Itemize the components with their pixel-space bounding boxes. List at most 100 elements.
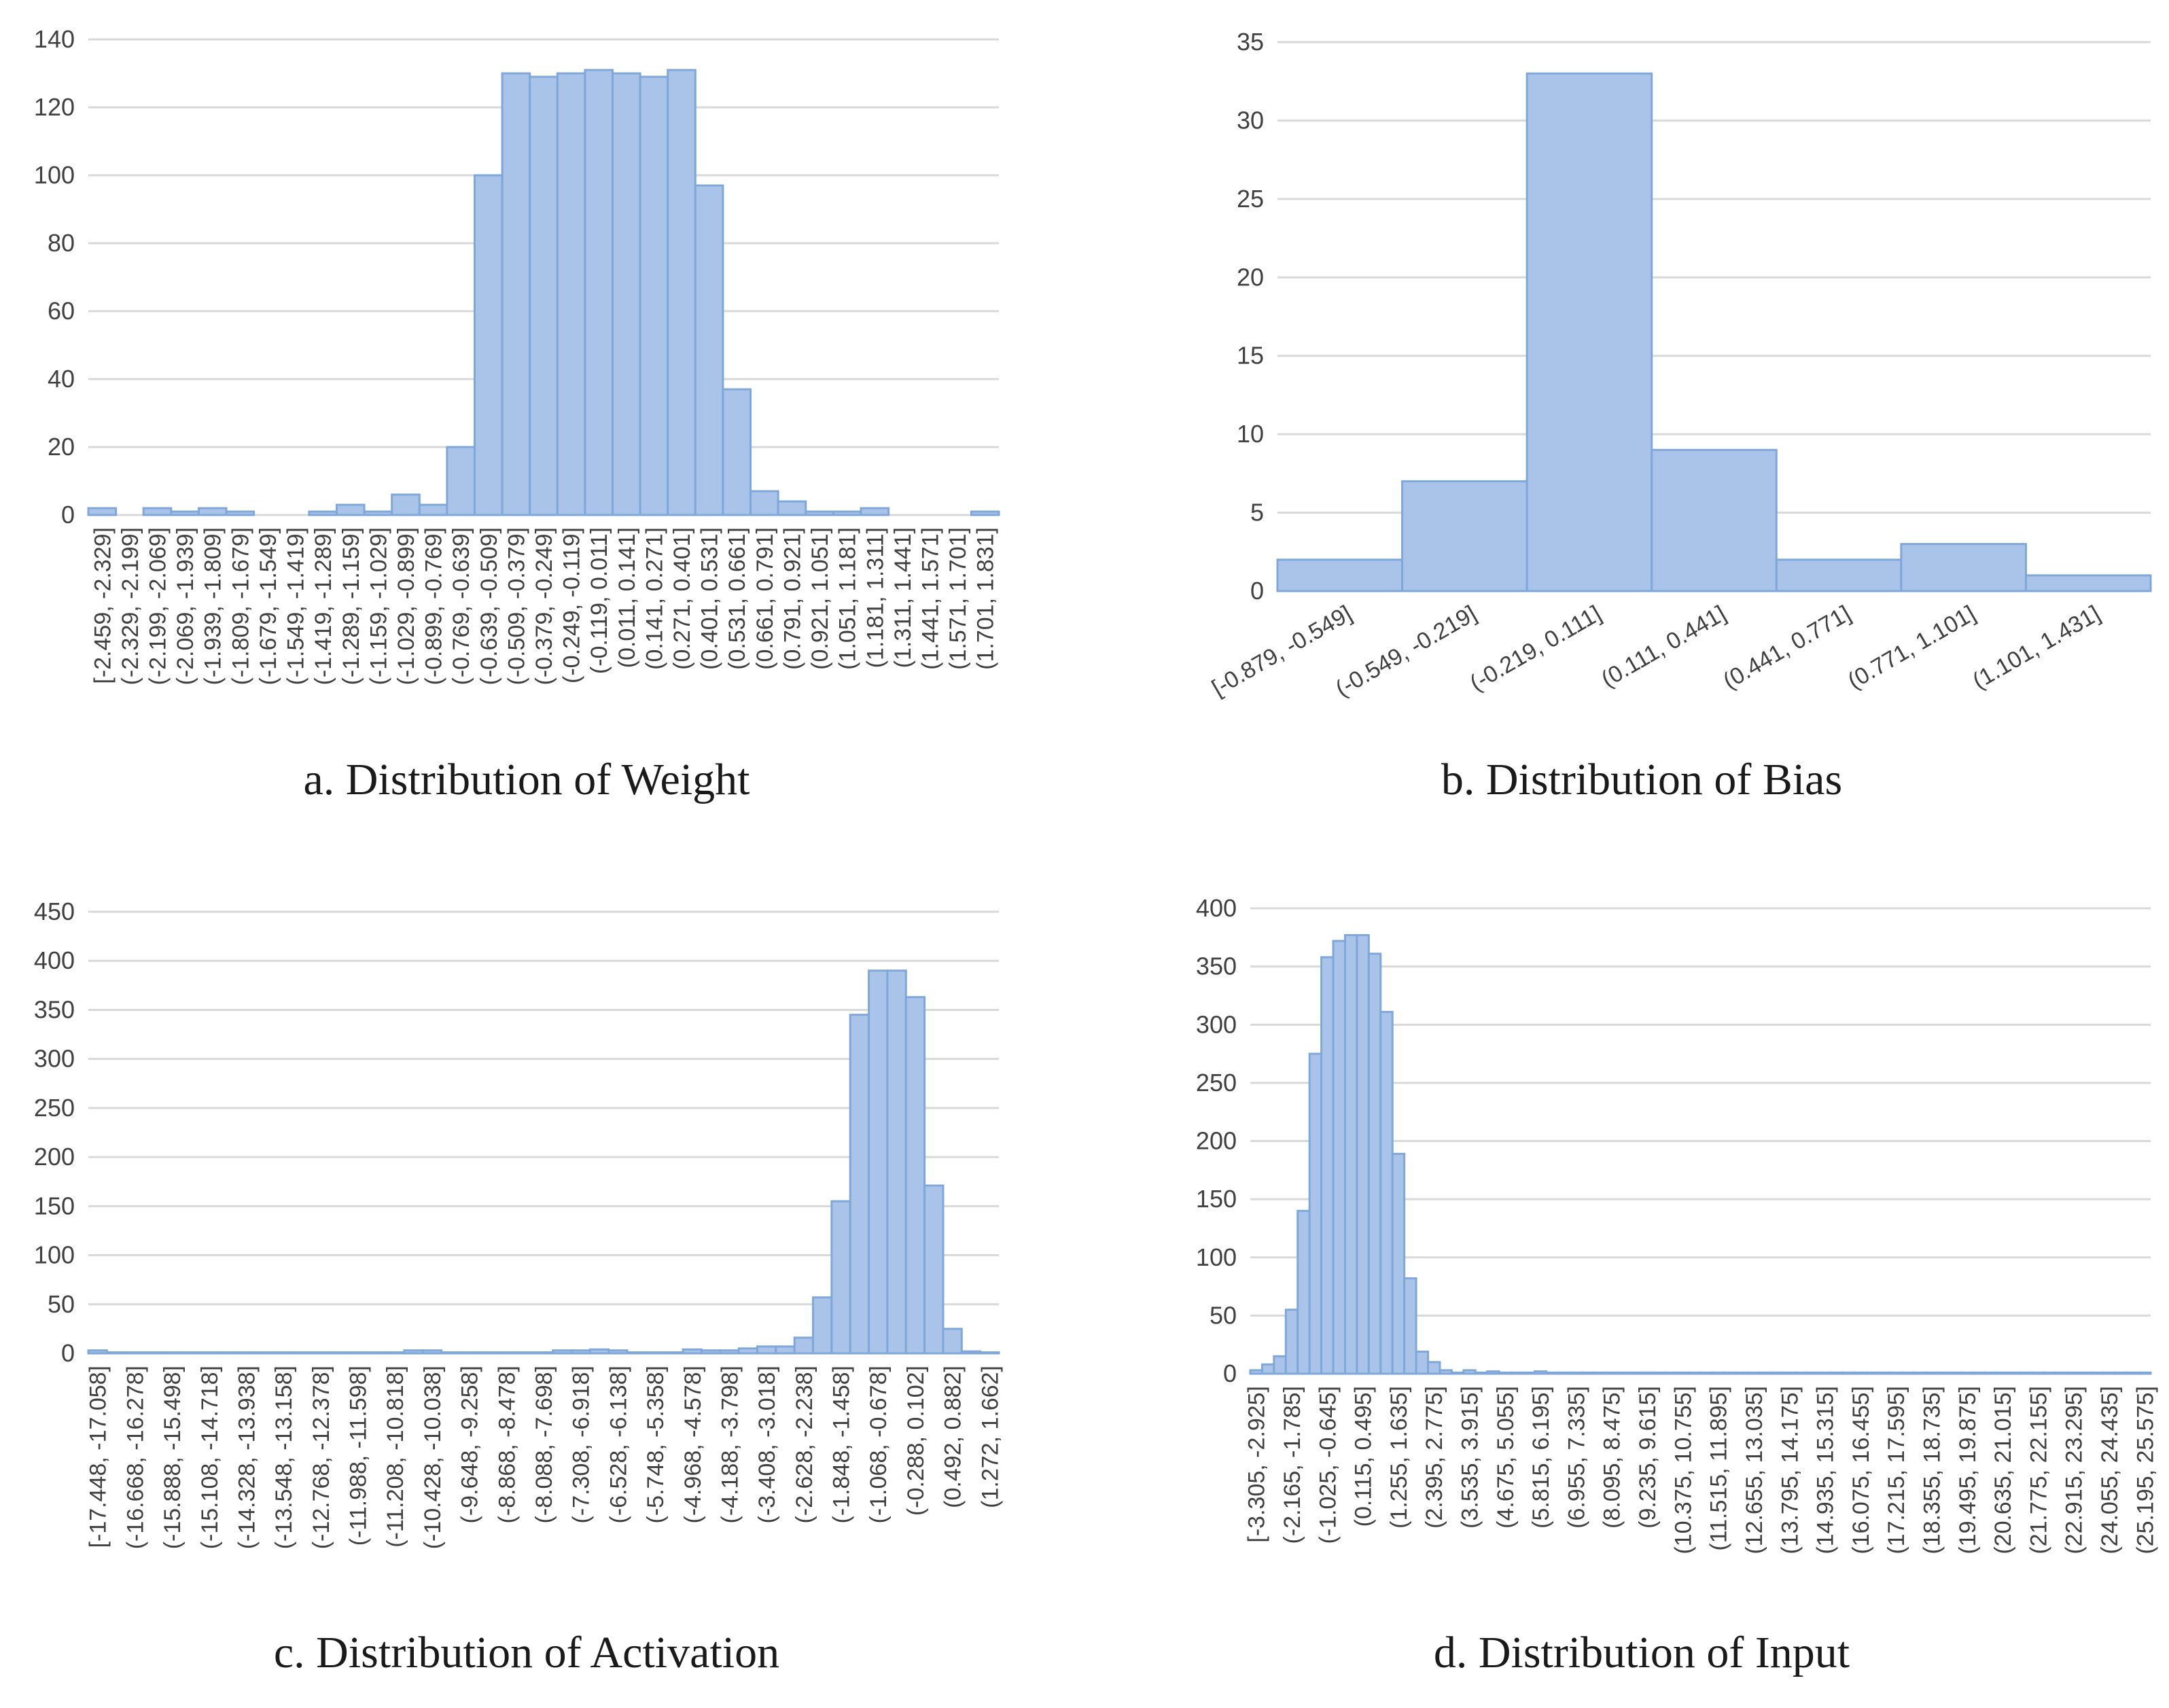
histogram-bar <box>2024 574 2152 592</box>
x-tick-label: (2.395, 2.775] <box>1422 1386 1447 1529</box>
y-tick-label: 400 <box>1196 894 1237 922</box>
histogram-bar <box>682 1348 703 1355</box>
histogram-bar <box>1367 953 1382 1375</box>
histogram-bar <box>1569 1371 1583 1375</box>
y-tick-label: 35 <box>1237 28 1264 56</box>
histogram-bar <box>1474 1371 1489 1375</box>
histogram-bar <box>335 503 366 516</box>
y-tick-label: 300 <box>34 1045 75 1073</box>
x-tick-label: (-1.029, -0.899] <box>393 527 419 685</box>
histogram-bar <box>868 969 889 1355</box>
histogram-bar <box>421 1349 443 1355</box>
x-tick-label: (-11.988, -11.598] <box>346 1366 372 1546</box>
histogram-bar <box>1526 72 1653 592</box>
histogram-bar <box>1486 1370 1500 1375</box>
histogram-bar <box>1805 1371 1820 1375</box>
y-tick-label: 120 <box>34 93 75 121</box>
histogram-bar <box>756 1345 777 1355</box>
y-tick-label: 5 <box>1250 499 1264 527</box>
x-tick-label: (-6.528, -6.138] <box>605 1366 631 1523</box>
x-tick-label: (-2.199, -2.069] <box>145 527 171 685</box>
histogram-bar <box>830 1200 851 1355</box>
x-tick-label: (-1.549, -1.419] <box>283 527 309 685</box>
histogram-bar <box>1427 1361 1441 1375</box>
histogram-bar <box>942 1328 963 1355</box>
histogram-bar <box>1687 1371 1702 1375</box>
histogram-bar <box>1924 1371 1939 1375</box>
x-tick-label: (-8.088, -7.698] <box>531 1366 557 1523</box>
histogram-bar <box>2102 1371 2117 1375</box>
x-tick-label: (21.775, 22.155] <box>2026 1386 2051 1554</box>
input-chart-title: d. Distribution of Input <box>1433 1628 1850 1677</box>
x-tick-label: (1.571, 1.701] <box>945 527 971 670</box>
x-tick-label: (-2.329, -2.199] <box>118 527 143 685</box>
histogram-bar <box>570 1349 591 1355</box>
x-tick-label: (8.095, 8.475] <box>1600 1386 1625 1529</box>
histogram-bar <box>1284 1309 1299 1375</box>
histogram-bar <box>1581 1371 1595 1375</box>
histogram-bar <box>2114 1371 2128 1375</box>
histogram-bar <box>2019 1371 2034 1375</box>
y-tick-label: 300 <box>1196 1010 1237 1038</box>
histogram-bar <box>1450 1371 1465 1375</box>
histogram-bar <box>1308 1052 1323 1375</box>
histogram-bar <box>142 507 173 516</box>
histogram-bar <box>1652 1371 1666 1375</box>
y-tick-label: 10 <box>1237 420 1264 448</box>
histogram-bar <box>750 490 779 516</box>
x-tick-label: (20.635, 21.015] <box>1990 1386 2016 1554</box>
y-tick-label: 50 <box>1210 1301 1237 1329</box>
histogram-bar <box>2007 1371 2022 1375</box>
histogram-bar <box>552 1349 573 1355</box>
histogram-bar <box>970 510 1000 516</box>
y-tick-label: 0 <box>1250 577 1264 605</box>
x-tick-label: (13.795, 14.175] <box>1777 1386 1803 1554</box>
histogram-bar <box>1746 1371 1761 1375</box>
histogram-bar <box>1912 1371 1927 1375</box>
x-tick-label: (-1.939, -1.809] <box>200 527 226 685</box>
histogram-bar <box>1297 1209 1311 1375</box>
x-tick-label: (16.075, 16.455] <box>1848 1386 1874 1554</box>
x-tick-label: (-15.888, -15.498] <box>160 1366 186 1549</box>
y-tick-label: 150 <box>34 1192 75 1220</box>
y-tick-label: 25 <box>1237 185 1264 213</box>
x-tick-label: (-0.288, 0.102] <box>903 1366 929 1516</box>
histogram-bar <box>1853 1371 1868 1375</box>
x-tick-label: (0.661, 0.791] <box>752 527 778 670</box>
x-tick-label: (-16.668, -16.278] <box>122 1366 148 1549</box>
histogram-bar <box>607 1349 629 1355</box>
x-tick-label: (1.272, 1.662] <box>977 1366 1003 1508</box>
histogram-bar <box>1557 1371 1572 1375</box>
x-tick-label: (1.101, 1.431] <box>1968 601 2104 694</box>
x-tick-label: (-15.108, -14.718] <box>197 1366 223 1549</box>
histogram-bar <box>1332 940 1346 1375</box>
x-tick-label: (10.375, 10.755] <box>1670 1386 1696 1554</box>
histogram-bar <box>1775 558 1903 592</box>
y-tick-label: 0 <box>61 1339 75 1367</box>
y-tick-label: 350 <box>1196 953 1237 980</box>
x-tick-label: (14.935, 15.315] <box>1813 1386 1839 1554</box>
histogram-bar <box>1604 1371 1619 1375</box>
x-tick-label: (-14.328, -13.938] <box>234 1366 260 1549</box>
histogram-bar <box>694 184 724 516</box>
x-tick-label: (-10.428, -10.038] <box>420 1366 446 1549</box>
histogram-bar <box>1651 448 1778 592</box>
x-tick-label: (0.921, 1.051] <box>807 527 833 670</box>
histogram-bar <box>777 500 807 516</box>
x-tick-label: (-0.639, -0.509] <box>476 527 502 685</box>
histogram-bar <box>1829 1371 1844 1375</box>
y-tick-label: 40 <box>48 365 75 393</box>
x-tick-label: (18.355, 18.735] <box>1919 1386 1945 1554</box>
histogram-bar <box>1593 1371 1607 1375</box>
activation-histogram-panel: 0 50 100 150 200 250 300 350 400 450 [-17.448, -17… <box>27 870 1026 1708</box>
histogram-bar <box>2055 1371 2069 1375</box>
histogram-bar <box>403 1349 424 1355</box>
histogram-bar <box>1249 1369 1263 1375</box>
x-tick-label: (0.011, 0.141] <box>614 527 640 668</box>
y-tick-label: 30 <box>1237 106 1264 134</box>
y-tick-label: 100 <box>34 161 75 189</box>
histogram-bar <box>1276 558 1404 592</box>
histogram-bar <box>1782 1371 1797 1375</box>
histogram-bar <box>2138 1371 2152 1375</box>
x-tick-label: (-1.068, -0.678] <box>866 1366 892 1523</box>
